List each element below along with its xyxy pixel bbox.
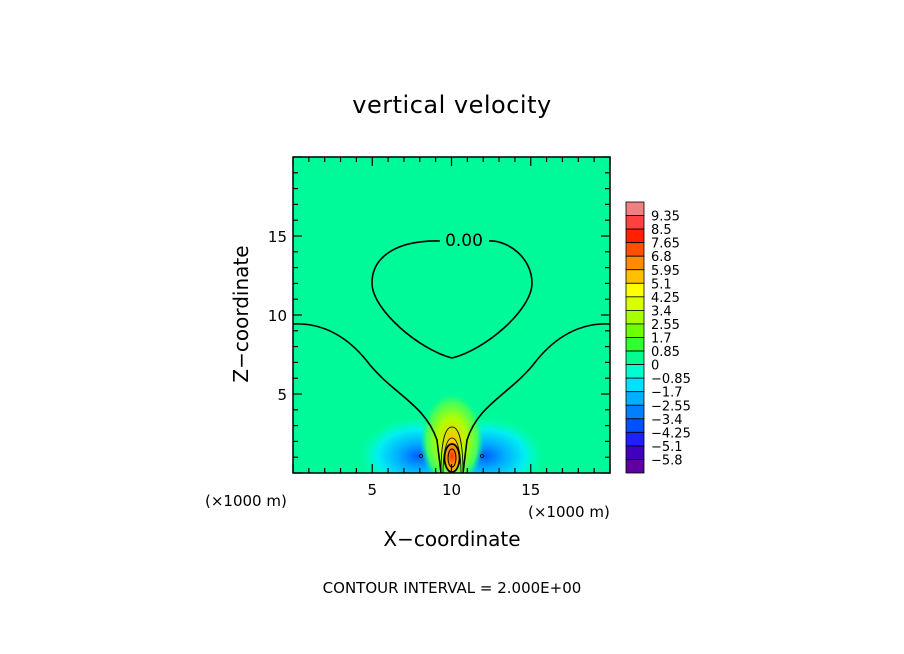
x-tick-label-5: 5 bbox=[367, 481, 377, 499]
colorbar-label: −5.8 bbox=[651, 453, 683, 468]
updraft-glow bbox=[420, 392, 484, 473]
colorbar-swatch bbox=[625, 296, 645, 311]
contour-label: 0.00 bbox=[445, 231, 483, 251]
colorbar-swatch bbox=[625, 269, 645, 284]
y-tick-label-5: 5 bbox=[277, 386, 287, 404]
y-tick-label-15: 15 bbox=[268, 228, 287, 246]
contour-zero-outer bbox=[293, 323, 610, 473]
x-unit-label: (×1000 m) bbox=[528, 503, 610, 521]
colorbar-swatch bbox=[625, 215, 645, 230]
x-axis-title: X−coordinate bbox=[383, 527, 520, 551]
colorbar-label: 8.5 bbox=[651, 223, 672, 238]
colorbar-swatch bbox=[625, 282, 645, 298]
colorbar-swatch bbox=[625, 418, 645, 433]
updraft-core bbox=[444, 440, 460, 472]
colorbar-swatch bbox=[625, 364, 645, 379]
x-tick-label-15: 15 bbox=[521, 481, 540, 499]
colorbar-swatch bbox=[625, 431, 645, 447]
colorbar-swatch bbox=[625, 255, 645, 271]
colorbar-label: −4.25 bbox=[651, 426, 691, 441]
colorbar-swatch bbox=[625, 404, 645, 420]
colorbar-swatch bbox=[625, 309, 645, 325]
colorbar-label: 5.1 bbox=[651, 277, 672, 292]
colorbar-label: 7.65 bbox=[651, 237, 680, 252]
colorbar-swatch bbox=[625, 350, 645, 365]
colorbar-swatch bbox=[625, 445, 645, 460]
colorbar-label: −5.1 bbox=[651, 440, 683, 455]
plot-area bbox=[293, 157, 610, 473]
colorbar-label: −0.85 bbox=[651, 372, 691, 387]
colorbar-label: −1.7 bbox=[651, 386, 683, 401]
colorbar-label: −2.55 bbox=[651, 399, 691, 414]
colorbar-label: 0 bbox=[651, 359, 659, 374]
contour-downdraft-left bbox=[419, 454, 423, 458]
colorbar-label: 2.55 bbox=[651, 318, 680, 333]
x-tick-label-10: 10 bbox=[442, 481, 461, 499]
colorbar-label: 5.95 bbox=[651, 264, 680, 279]
colorbar-label: 4.25 bbox=[651, 291, 680, 306]
colorbar-swatch bbox=[625, 242, 645, 257]
colorbar-swatch bbox=[625, 228, 645, 244]
contour-downdraft-right bbox=[480, 454, 484, 458]
y-tick-label-10: 10 bbox=[268, 307, 287, 325]
y-unit-label: (×1000 m) bbox=[205, 492, 287, 510]
contour-updraft-1 bbox=[440, 426, 464, 473]
y-ticks bbox=[293, 156, 610, 474]
colorbar-swatch bbox=[625, 459, 645, 474]
colorbar-label: 9.35 bbox=[651, 210, 680, 225]
colorbar-label: −3.4 bbox=[651, 413, 683, 428]
colorbar-swatch bbox=[625, 337, 645, 352]
colorbar-label: 6.8 bbox=[651, 250, 672, 265]
y-axis-title: Z−coordinate bbox=[229, 245, 253, 382]
contour-zero-inner bbox=[371, 240, 533, 359]
colorbar-swatch bbox=[625, 391, 645, 406]
colorbar-label: 0.85 bbox=[651, 345, 680, 360]
colorbar-swatch bbox=[625, 201, 645, 216]
colorbar: 9.358.57.656.85.955.14.253.42.551.70.850… bbox=[625, 201, 691, 474]
colorbar-label: 1.7 bbox=[651, 332, 672, 347]
chart-title: vertical velocity bbox=[352, 91, 551, 119]
colorbar-swatch bbox=[625, 323, 645, 338]
x-ticks bbox=[292, 157, 611, 473]
colorbar-swatch bbox=[625, 377, 645, 393]
colorbar-label: 3.4 bbox=[651, 304, 672, 319]
contour-interval-text: CONTOUR INTERVAL = 2.000E+00 bbox=[323, 579, 582, 597]
